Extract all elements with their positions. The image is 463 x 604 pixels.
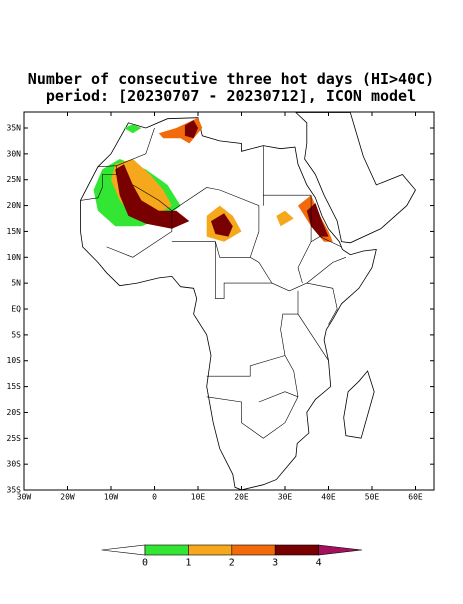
colorbar-box <box>144 544 189 556</box>
colorbar-high <box>318 544 363 556</box>
hot-region <box>306 203 329 237</box>
lat-label: 30N <box>7 149 22 158</box>
colorbar-label: 4 <box>316 557 322 568</box>
hot-region <box>124 124 142 134</box>
lon-label: 10W <box>104 493 119 502</box>
lat-label: 20S <box>7 408 22 417</box>
lon-label: 30W <box>17 493 32 502</box>
hot-region <box>115 164 190 229</box>
lon-label: 60E <box>408 493 423 502</box>
lat-label: 15S <box>7 382 22 391</box>
border <box>206 290 299 439</box>
colorbar-box <box>274 544 319 556</box>
border <box>297 195 312 284</box>
lat-label: 5S <box>11 330 21 339</box>
hot-region <box>276 210 294 227</box>
lat-label: 5N <box>11 279 21 288</box>
border <box>250 257 273 284</box>
arabia <box>294 112 416 244</box>
border <box>310 236 342 248</box>
border <box>215 241 338 325</box>
lat-label: 25N <box>7 175 22 184</box>
lon-label: 50E <box>365 493 380 502</box>
axis-labels: 35N 30N 25N 20N 15N 10N 5N EQ 5S 10S 15S 20S 25S 30S 3… <box>7 112 434 502</box>
border <box>171 187 220 211</box>
lat-label: 30S <box>7 460 22 469</box>
border <box>116 127 155 166</box>
lat-label: 35S <box>7 486 22 495</box>
lat-label: 35N <box>7 124 22 133</box>
title-line2: period: [20230707 - 20230712], ICON mode… <box>46 87 416 105</box>
lat-label: 10S <box>7 356 22 365</box>
colorbar-label: 2 <box>229 557 235 568</box>
border <box>106 184 173 258</box>
colorbar-label: 1 <box>185 557 191 568</box>
colorbar-box <box>188 544 233 556</box>
map <box>80 112 416 491</box>
lat-label: EQ <box>11 305 21 314</box>
border <box>306 257 347 284</box>
lon-label: 30E <box>278 493 293 502</box>
border <box>206 355 286 377</box>
colorbar-low <box>101 544 146 556</box>
map-frame <box>23 111 435 491</box>
colorbar-label: 0 <box>142 557 148 568</box>
lon-label: 20E <box>234 493 249 502</box>
lon-label: 0 <box>152 493 157 502</box>
lon-label: 20W <box>60 493 75 502</box>
lat-label: 15N <box>7 227 22 236</box>
colorbar-label: 3 <box>272 557 278 568</box>
lat-label: 20N <box>7 201 22 210</box>
border <box>258 391 299 403</box>
hot-region <box>184 120 198 139</box>
colorbar: 0 1 2 3 4 <box>101 544 363 568</box>
title-line1: Number of consecutive three hot days (HI… <box>28 70 434 88</box>
lon-label: 10E <box>191 493 206 502</box>
lon-label: 40E <box>321 493 336 502</box>
madagascar <box>343 370 375 439</box>
hot-region <box>211 213 233 237</box>
border <box>297 313 329 361</box>
lat-label: 10N <box>7 253 22 262</box>
colorbar-box <box>231 544 276 556</box>
lat-label: 25S <box>7 434 22 443</box>
